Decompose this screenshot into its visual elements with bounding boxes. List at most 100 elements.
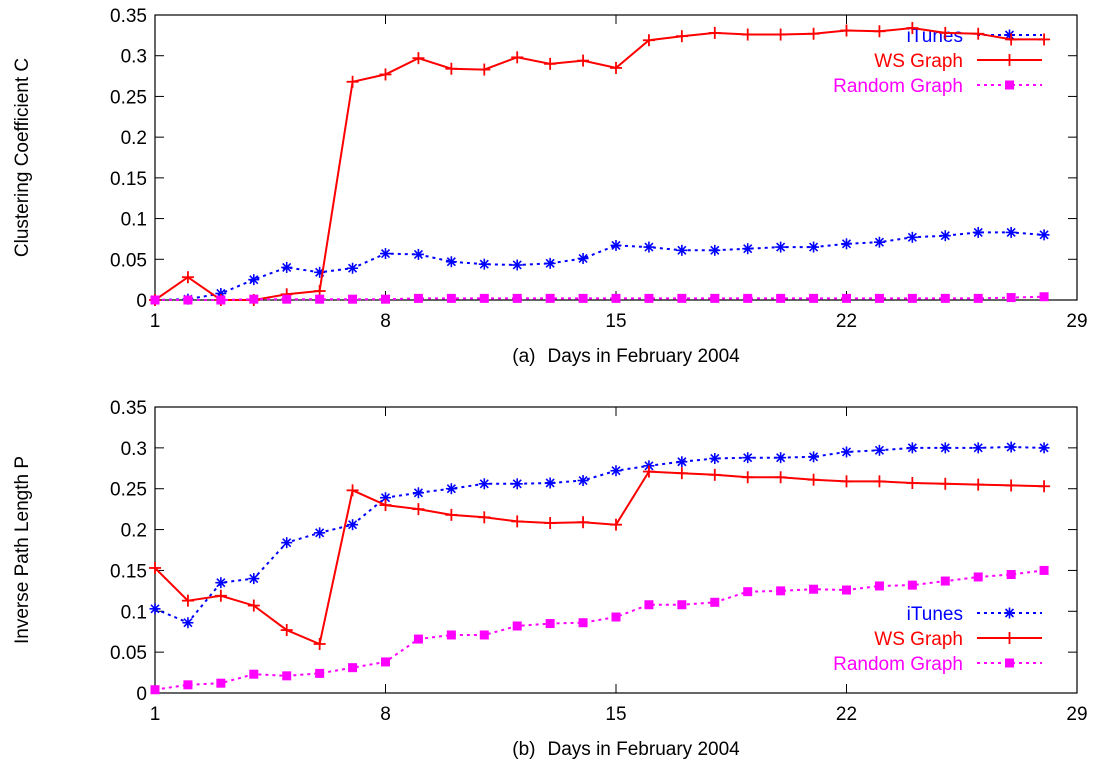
series-line	[154, 569, 1045, 691]
series-ws-graph	[149, 465, 1051, 650]
legend-label: Random Graph	[833, 76, 963, 97]
data-point	[644, 293, 654, 303]
data-point	[610, 61, 622, 74]
data-point	[150, 685, 160, 695]
data-point	[445, 483, 457, 495]
y-tick-label: 0.3	[121, 47, 147, 68]
data-point	[248, 274, 260, 286]
data-point	[873, 236, 885, 248]
series-line	[155, 295, 1045, 301]
data-point	[809, 293, 819, 303]
x-tick-label: 22	[836, 311, 857, 332]
data-point	[676, 244, 688, 256]
data-point	[348, 663, 358, 673]
y-tick-label: 0.15	[110, 561, 147, 582]
data-point	[247, 599, 260, 612]
data-point	[512, 293, 522, 303]
data-point	[249, 294, 259, 304]
data-point	[1038, 442, 1050, 454]
data-point	[183, 295, 193, 305]
data-point	[182, 617, 194, 629]
data-point	[906, 442, 918, 454]
y-tick-label: 0.2	[121, 128, 147, 149]
series-itunes	[149, 441, 1050, 629]
y-axis-label: Clustering Coefficient C	[12, 58, 33, 257]
data-point	[972, 442, 984, 454]
data-point	[776, 586, 786, 596]
data-point	[149, 603, 161, 615]
data-point	[939, 477, 952, 490]
series-ws-graph	[149, 22, 1051, 306]
data-point	[577, 516, 590, 529]
y-tick-label: 0.25	[110, 87, 147, 108]
data-point	[972, 27, 985, 40]
data-point	[314, 527, 326, 539]
legend-marker	[1005, 658, 1014, 668]
y-tick-label: 0.05	[110, 250, 147, 271]
data-point	[611, 612, 621, 622]
data-point	[346, 484, 359, 497]
data-point	[380, 248, 391, 260]
data-point	[973, 293, 983, 303]
data-point	[807, 27, 820, 40]
data-point	[709, 244, 721, 256]
data-point	[381, 657, 390, 667]
data-point	[710, 597, 720, 607]
data-point	[544, 477, 556, 489]
data-point	[808, 451, 820, 463]
y-tick-label: 0.2	[121, 521, 147, 542]
x-tick-label: 29	[1066, 311, 1087, 332]
series-line	[154, 445, 1045, 624]
data-point	[775, 452, 787, 464]
data-point	[642, 465, 655, 478]
data-point	[874, 581, 884, 591]
x-axis-label: (b) Days in February 2004	[512, 739, 740, 760]
y-tick-label: 0	[136, 291, 147, 312]
data-point	[808, 241, 820, 253]
data-point	[939, 442, 951, 454]
data-point	[281, 261, 293, 273]
data-point	[282, 294, 292, 304]
data-point	[1039, 565, 1049, 575]
data-point	[544, 517, 557, 530]
chart-panel-2: 0 0.05 0.1 0.15 0.2 0.25 0.3 0.35 1 8 15 22 29 (b) Day…	[12, 398, 1088, 760]
data-point	[774, 28, 787, 41]
data-point	[708, 468, 721, 481]
data-point	[708, 26, 721, 39]
data-point	[709, 452, 721, 464]
data-point	[642, 34, 655, 47]
data-point	[677, 600, 687, 610]
data-point	[677, 293, 687, 303]
data-point	[840, 24, 853, 37]
data-point	[939, 230, 951, 242]
data-point	[973, 572, 983, 582]
legend-label: Random Graph	[833, 654, 963, 675]
data-point	[347, 519, 359, 531]
y-tick-label: 0	[136, 684, 147, 705]
data-point	[511, 51, 524, 64]
y-tick-label: 0.35	[110, 6, 147, 27]
data-point	[412, 487, 424, 499]
data-point	[412, 52, 425, 65]
data-point	[610, 518, 622, 531]
legend-marker	[1004, 607, 1015, 619]
x-tick-label: 22	[836, 704, 857, 725]
data-point	[742, 452, 754, 464]
data-point	[315, 294, 325, 304]
data-point	[215, 577, 227, 589]
data-point	[610, 239, 622, 251]
data-point	[675, 467, 688, 480]
data-point	[544, 57, 557, 70]
data-point	[381, 294, 390, 304]
data-point	[216, 678, 226, 688]
data-point	[940, 576, 950, 586]
data-point	[1005, 226, 1017, 238]
series-line	[154, 26, 1045, 301]
data-point	[676, 456, 688, 468]
data-point	[842, 585, 851, 595]
data-point	[249, 669, 259, 679]
data-point	[873, 475, 886, 488]
data-point	[479, 293, 489, 303]
data-point	[413, 293, 423, 303]
